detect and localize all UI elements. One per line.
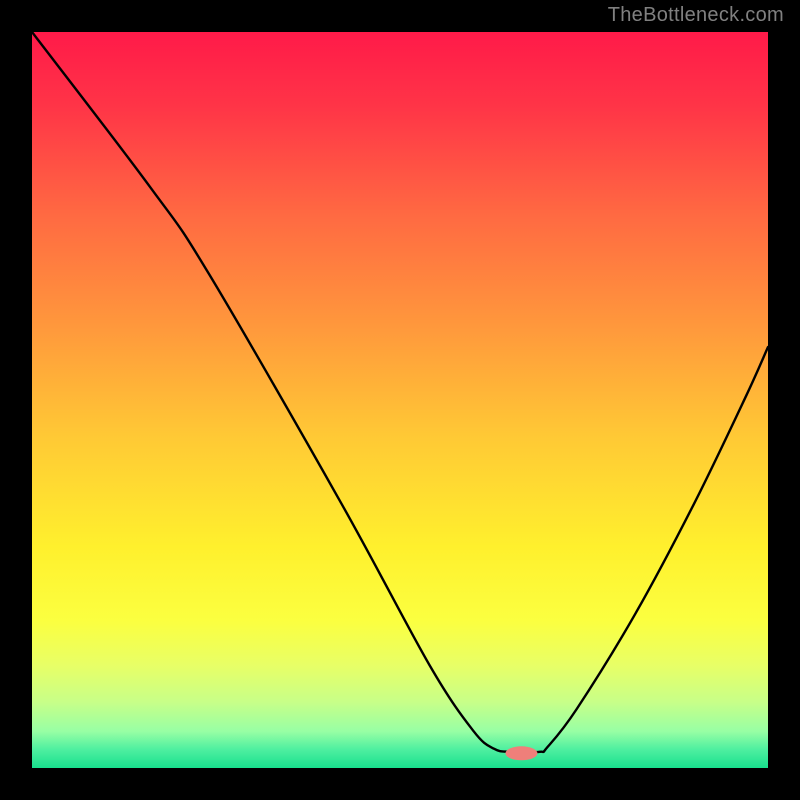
watermark-text: TheBottleneck.com (608, 4, 784, 27)
gradient-background (32, 32, 768, 768)
optimal-marker (505, 746, 537, 760)
bottleneck-chart (32, 32, 768, 768)
chart-svg (32, 32, 768, 768)
